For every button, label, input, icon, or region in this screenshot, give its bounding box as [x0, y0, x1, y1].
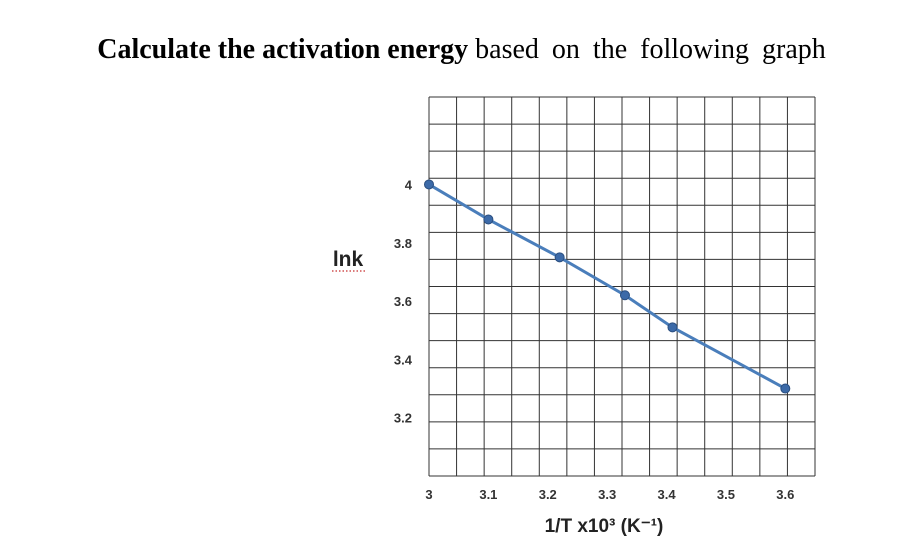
chart-grid — [428, 96, 816, 477]
chart-series — [332, 179, 791, 394]
x-tick-label: 3.4 — [657, 487, 676, 502]
x-tick-label: 3.2 — [539, 487, 557, 502]
x-tick-label: 3.3 — [598, 487, 616, 502]
x-axis-label: 1/T x10³ (K⁻¹) — [545, 516, 664, 537]
y-tick-label: 3.8 — [394, 236, 412, 251]
data-point — [424, 179, 434, 190]
question-bold: Calculate the activation energy — [97, 34, 469, 65]
data-point — [619, 290, 630, 301]
y-axis-label: lnk — [333, 248, 364, 271]
question-text: Calculate the activation energy based on… — [0, 34, 923, 66]
data-point — [483, 214, 494, 225]
x-tick-label: 3 — [425, 487, 432, 502]
x-tick-label: 3.6 — [776, 487, 794, 502]
data-point — [780, 383, 791, 394]
x-tick-label: 3.5 — [717, 487, 735, 502]
series-line — [428, 183, 787, 390]
data-point — [554, 252, 565, 263]
x-tick-label: 3.1 — [479, 487, 497, 502]
y-tick-label: 3.2 — [394, 411, 412, 426]
y-tick-label: 3.4 — [394, 352, 413, 367]
chart-tick-labels: 3 3.1 3.2 3.3 3.4 3.5 3.6 3.2 3.4 3.6 3.8 4 — [394, 177, 794, 502]
y-tick-label: 4 — [405, 177, 413, 192]
y-tick-label: 3.6 — [394, 294, 412, 309]
data-point — [667, 322, 678, 333]
question-rest: based on the following graph — [475, 34, 826, 65]
